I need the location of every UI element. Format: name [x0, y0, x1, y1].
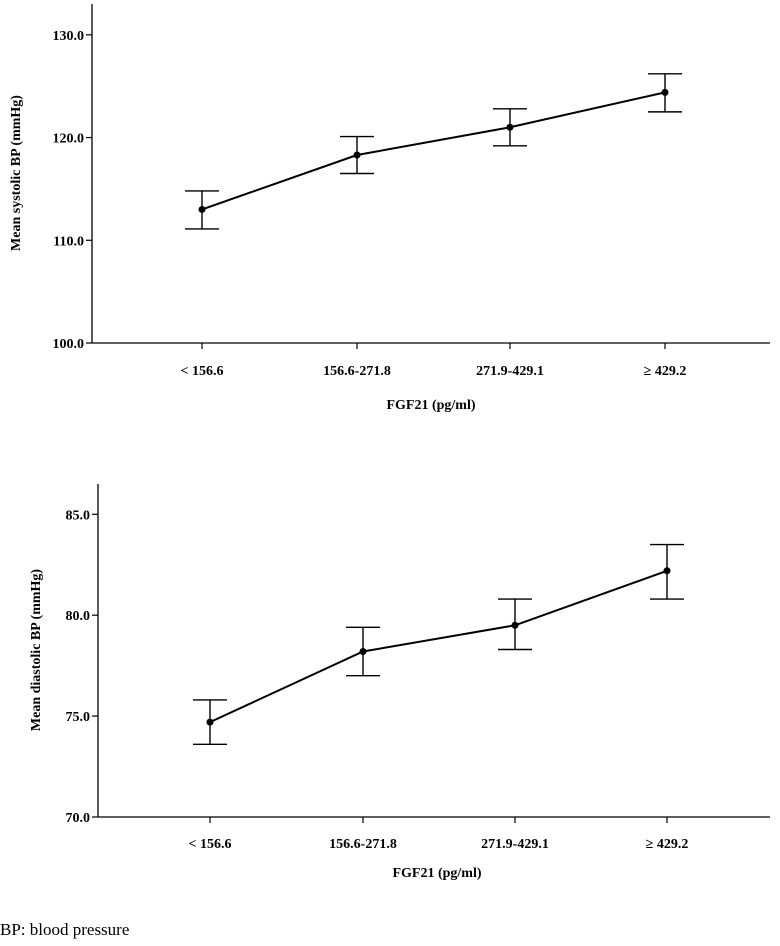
diastolic-y-axis-title: Mean diastolic BP (mmHg) — [29, 569, 44, 731]
diastolic-marks: 70.0 75.0 80.0 85.0 < 156.6 156.6-271.8 271.9-… — [66, 508, 689, 852]
systolic-x-tick-label: ≥ 429.2 — [644, 364, 687, 379]
systolic-y-tick-label: 110.0 — [53, 234, 84, 249]
diastolic-x-tick-label: 156.6-271.8 — [329, 837, 397, 852]
diastolic-data-point — [206, 718, 214, 726]
systolic-data-point — [353, 151, 361, 159]
systolic-y-tick-label: 100.0 — [53, 337, 85, 352]
systolic-x-tick-label: < 156.6 — [181, 364, 224, 379]
diastolic-y-tick-label: 75.0 — [66, 710, 91, 725]
diastolic-chart: FGF21 (pg/ml) Mean diastolic BP (mmHg) 7… — [29, 484, 770, 881]
diastolic-y-tick-label: 80.0 — [66, 609, 91, 624]
diastolic-data-point — [663, 567, 671, 575]
diastolic-x-tick-label: < 156.6 — [189, 837, 232, 852]
systolic-data-point — [661, 88, 669, 96]
systolic-x-tick-label: 271.9-429.1 — [476, 364, 544, 379]
diastolic-series-line — [209, 569, 668, 724]
diastolic-y-tick-label: 85.0 — [66, 508, 91, 523]
systolic-data-point — [506, 123, 514, 131]
systolic-y-tick-label: 120.0 — [53, 132, 85, 147]
diastolic-x-tick-label: ≥ 429.2 — [646, 837, 689, 852]
systolic-series-line — [201, 91, 666, 211]
diastolic-data-point — [511, 621, 519, 629]
diastolic-y-tick-label: 70.0 — [66, 811, 91, 826]
diastolic-x-axis-title: FGF21 (pg/ml) — [392, 866, 481, 881]
diastolic-x-tick-label: 271.9-429.1 — [481, 837, 549, 852]
systolic-x-tick-label: 156.6-271.8 — [323, 364, 391, 379]
systolic-y-tick-label: 130.0 — [53, 29, 85, 44]
systolic-y-axis-title: Mean systolic BP (mmHg) — [9, 95, 24, 251]
systolic-chart: FGF21 (pg/ml) Mean systolic BP (mmHg) 10… — [9, 4, 770, 413]
systolic-data-point — [198, 205, 206, 213]
diastolic-data-point — [359, 648, 367, 656]
systolic-x-axis-title: FGF21 (pg/ml) — [386, 398, 475, 413]
systolic-marks: 100.0 110.0 120.0 130.0 < 156.6 156.6-271.8 27… — [53, 29, 687, 379]
footnote: BP: blood pressure — [0, 920, 130, 939]
